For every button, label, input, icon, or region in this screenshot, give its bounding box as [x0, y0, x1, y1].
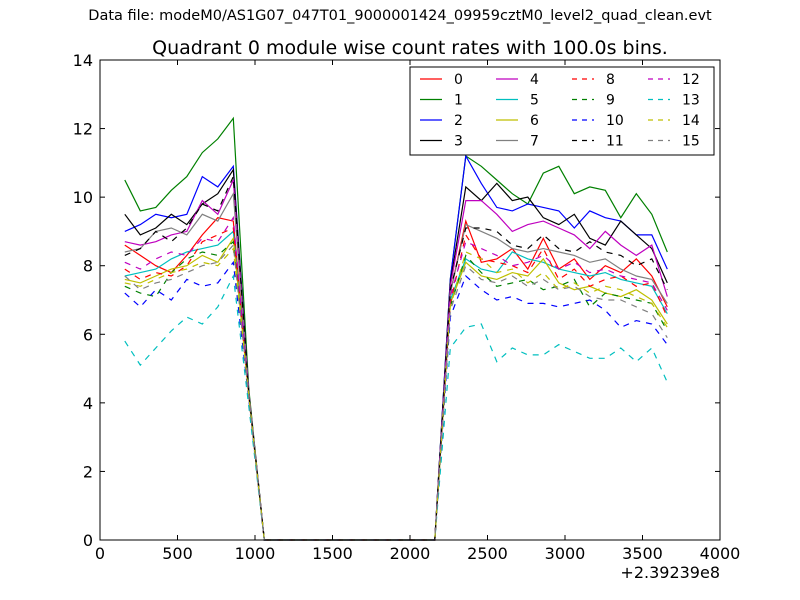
x-tick-label: 1000: [235, 544, 276, 563]
legend-label-14: 14: [682, 113, 700, 129]
x-tick-label: 3500: [622, 544, 663, 563]
legend-label-3: 3: [454, 134, 463, 150]
legend-label-0: 0: [454, 72, 463, 88]
y-tick-label: 12: [73, 120, 93, 139]
legend-label-4: 4: [530, 72, 539, 88]
x-tick-label: 4000: [700, 544, 741, 563]
legend-label-2: 2: [454, 113, 463, 129]
series-line-1: [124, 116, 668, 541]
legend-label-6: 6: [530, 113, 539, 129]
series-line-12: [124, 215, 668, 541]
series-line-3: [124, 167, 668, 541]
series-line-6: [124, 236, 668, 541]
legend-label-8: 8: [606, 72, 615, 88]
y-tick-label: 0: [83, 531, 93, 550]
y-tick-label: 14: [73, 51, 93, 70]
series-line-11: [124, 176, 668, 541]
series-line-2: [124, 154, 668, 541]
y-tick-label: 4: [83, 394, 93, 413]
legend-box: [409, 66, 715, 156]
y-tick-label: 2: [83, 462, 93, 481]
series-line-5: [124, 230, 668, 541]
x-axis-offset-label: +2.39239e8: [620, 563, 720, 582]
series-line-9: [124, 240, 668, 541]
legend-label-15: 15: [682, 134, 700, 150]
x-tick-label: 2000: [390, 544, 431, 563]
chart-title: Quadrant 0 module wise count rates with …: [152, 37, 668, 59]
legend-label-11: 11: [606, 134, 624, 150]
legend-label-7: 7: [530, 134, 539, 150]
axes: 0 500 1000 1500 2000 2500 3000 3500 400002468101…: [73, 51, 741, 563]
suptitle: Data file: modeM0/AS1G07_047T01_90000014…: [88, 8, 712, 24]
legend-label-9: 9: [606, 93, 615, 109]
legend-label-13: 13: [682, 93, 700, 109]
x-tick-label: 1500: [312, 544, 353, 563]
y-tick-label: 6: [83, 325, 93, 344]
series-line-14: [124, 247, 668, 541]
legend-label-10: 10: [606, 113, 624, 129]
x-tick-label: 2500: [467, 544, 508, 563]
series-line-10: [124, 260, 668, 541]
series-line-15: [124, 243, 668, 541]
legend-label-12: 12: [682, 72, 700, 88]
legend-label-1: 1: [454, 93, 463, 109]
x-tick-label: 3000: [545, 544, 586, 563]
series-line-0: [124, 217, 668, 541]
plot-area: [124, 116, 668, 541]
legend-label-5: 5: [530, 93, 539, 109]
series-line-13: [124, 273, 668, 541]
y-tick-label: 10: [73, 188, 93, 207]
x-tick-label: 500: [162, 544, 193, 563]
series-line-4: [124, 179, 668, 541]
x-tick-label: 0: [95, 544, 105, 563]
y-tick-label: 8: [83, 257, 93, 276]
